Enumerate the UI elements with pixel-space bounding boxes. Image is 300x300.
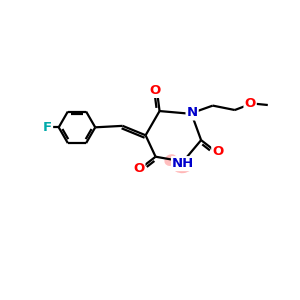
Text: F: F <box>43 121 52 134</box>
Text: O: O <box>133 162 144 175</box>
Text: NH: NH <box>172 157 194 170</box>
Text: O: O <box>149 84 160 97</box>
Ellipse shape <box>172 157 193 173</box>
Ellipse shape <box>164 154 177 166</box>
Text: O: O <box>212 146 224 158</box>
Text: O: O <box>244 97 256 110</box>
Text: N: N <box>187 106 198 119</box>
